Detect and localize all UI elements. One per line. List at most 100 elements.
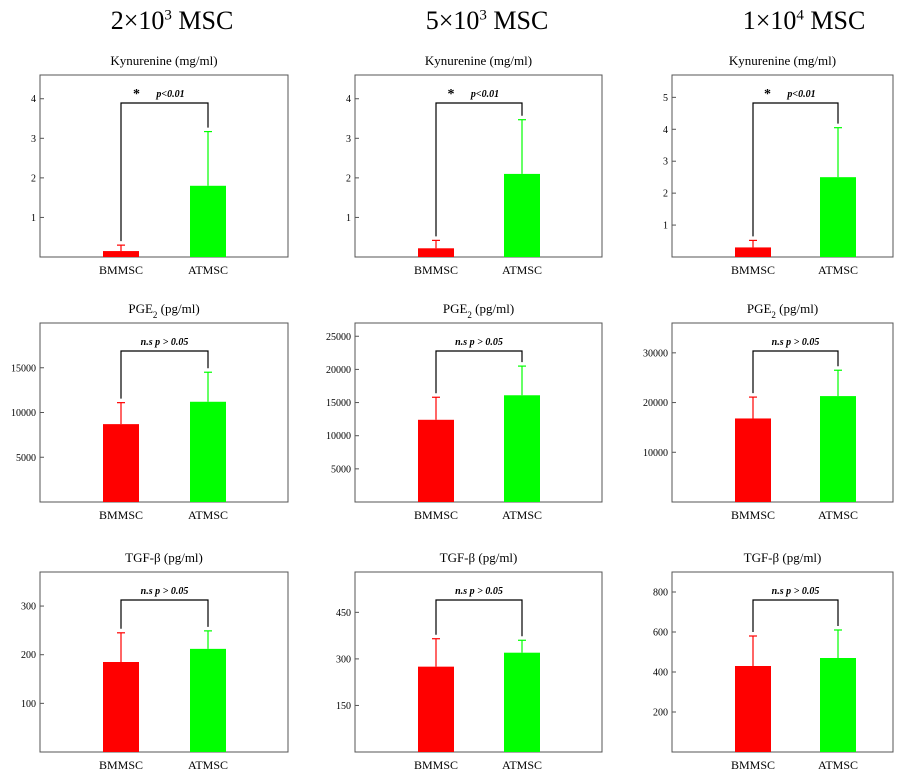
panel-title: TGF-β (pg/ml) xyxy=(125,550,203,565)
y-tick-label: 1 xyxy=(31,213,36,224)
bar-atmsc xyxy=(820,396,856,502)
plot-frame xyxy=(671,322,894,503)
panel-title: PGE2 (pg/ml) xyxy=(747,301,818,320)
y-tick-label: 300 xyxy=(21,602,36,613)
plot-frame xyxy=(354,322,603,503)
bar-atmsc xyxy=(190,648,226,752)
significance-bracket xyxy=(435,102,523,237)
significance-label: p<0.01 xyxy=(786,89,815,100)
x-tick-label: ATMSC xyxy=(502,263,542,277)
plot-frame xyxy=(39,571,289,753)
significance-label: n.s p > 0.05 xyxy=(772,586,820,597)
column-title-exponent: 4 xyxy=(796,7,804,24)
column-title-base: 2×10 xyxy=(110,6,165,35)
bar-atmsc xyxy=(504,173,540,257)
panel-title-subscript: 2 xyxy=(467,310,472,320)
significance-label: n.s p > 0.05 xyxy=(772,337,820,348)
x-tick-label: ATMSC xyxy=(818,758,858,770)
y-tick-label: 20000 xyxy=(643,398,668,409)
y-tick-label: 2 xyxy=(31,173,36,184)
significance-bracket xyxy=(752,350,839,394)
y-tick-label: 200 xyxy=(21,650,36,661)
y-tick-label: 4 xyxy=(31,94,36,105)
significance-label: n.s p > 0.05 xyxy=(455,337,503,348)
panel-title-unit: (pg/ml) xyxy=(472,301,514,316)
panel-title-subscript: 2 xyxy=(771,310,776,320)
significance-bracket xyxy=(752,102,839,237)
x-tick-label: ATMSC xyxy=(502,758,542,770)
column-title-suffix: MSC xyxy=(486,6,549,35)
bar-bmmsc xyxy=(418,666,454,752)
significance-label: n.s p > 0.05 xyxy=(141,337,189,348)
column-title-exponent: 3 xyxy=(164,7,172,24)
y-tick-label: 200 xyxy=(653,708,668,719)
x-tick-label: BMMSC xyxy=(99,263,143,277)
significance-bracket xyxy=(120,599,209,629)
significance-bracket xyxy=(752,599,839,632)
panel-title-unit: (pg/ml) xyxy=(157,301,199,316)
panel-title: Kynurenine (mg/ml) xyxy=(110,53,217,68)
bar-atmsc xyxy=(190,185,226,257)
y-tick-label: 5000 xyxy=(331,464,351,475)
bar-bmmsc xyxy=(418,248,454,257)
y-tick-label: 20000 xyxy=(326,365,351,376)
panel-title: TGF-β (pg/ml) xyxy=(440,550,518,565)
bar-atmsc xyxy=(190,401,226,502)
bar-atmsc xyxy=(504,395,540,502)
x-tick-label: BMMSC xyxy=(99,508,143,522)
panel-title: PGE2 (pg/ml) xyxy=(128,301,199,320)
column-title-1: 2×103 MSC xyxy=(22,6,322,36)
column-title-suffix: MSC xyxy=(171,6,234,35)
plot-frame xyxy=(39,322,289,503)
x-tick-label: BMMSC xyxy=(414,508,458,522)
column-title-base: 5×10 xyxy=(425,6,480,35)
bar-bmmsc xyxy=(103,251,139,257)
significance-bracket xyxy=(120,102,209,242)
y-tick-label: 15000 xyxy=(326,398,351,409)
x-tick-label: BMMSC xyxy=(414,263,458,277)
plot-frame xyxy=(354,571,603,753)
significance-label: n.s p > 0.05 xyxy=(455,586,503,597)
significance-star: * xyxy=(764,87,771,102)
y-tick-label: 300 xyxy=(336,654,351,665)
x-tick-label: BMMSC xyxy=(731,508,775,522)
y-tick-label: 600 xyxy=(653,628,668,639)
y-tick-label: 4 xyxy=(346,94,351,105)
y-tick-label: 100 xyxy=(21,699,36,710)
y-tick-label: 10000 xyxy=(643,448,668,459)
y-tick-label: 1 xyxy=(346,213,351,224)
y-tick-label: 800 xyxy=(653,588,668,599)
column-title-suffix: MSC xyxy=(803,6,866,35)
x-tick-label: ATMSC xyxy=(818,508,858,522)
y-tick-label: 3 xyxy=(663,157,668,168)
x-tick-label: ATMSC xyxy=(818,263,858,277)
x-tick-label: ATMSC xyxy=(188,508,228,522)
plot-frame xyxy=(39,74,289,258)
bar-bmmsc xyxy=(735,247,771,257)
significance-label: n.s p > 0.05 xyxy=(141,586,189,597)
y-tick-label: 400 xyxy=(653,668,668,679)
significance-star: * xyxy=(133,87,140,102)
panel-title-subscript: 2 xyxy=(153,310,158,320)
significance-label: p<0.01 xyxy=(155,89,184,100)
bar-bmmsc xyxy=(103,662,139,752)
column-title-exponent: 3 xyxy=(479,7,487,24)
y-tick-label: 30000 xyxy=(643,348,668,359)
panel-title-unit: (pg/ml) xyxy=(776,301,818,316)
panel-title: TGF-β (pg/ml) xyxy=(744,550,822,565)
y-tick-label: 10000 xyxy=(326,431,351,442)
y-tick-label: 5000 xyxy=(16,453,36,464)
panel-title: Kynurenine (mg/ml) xyxy=(425,53,532,68)
y-tick-label: 3 xyxy=(31,134,36,145)
x-tick-label: BMMSC xyxy=(731,263,775,277)
x-tick-label: ATMSC xyxy=(502,508,542,522)
y-tick-label: 2 xyxy=(663,189,668,200)
column-title-3: 1×104 MSC xyxy=(654,6,909,36)
column-title-2: 5×103 MSC xyxy=(337,6,637,36)
bar-bmmsc xyxy=(103,424,139,502)
x-tick-label: ATMSC xyxy=(188,758,228,770)
y-tick-label: 1 xyxy=(663,221,668,232)
bar-atmsc xyxy=(504,652,540,752)
significance-label: p<0.01 xyxy=(470,89,499,100)
